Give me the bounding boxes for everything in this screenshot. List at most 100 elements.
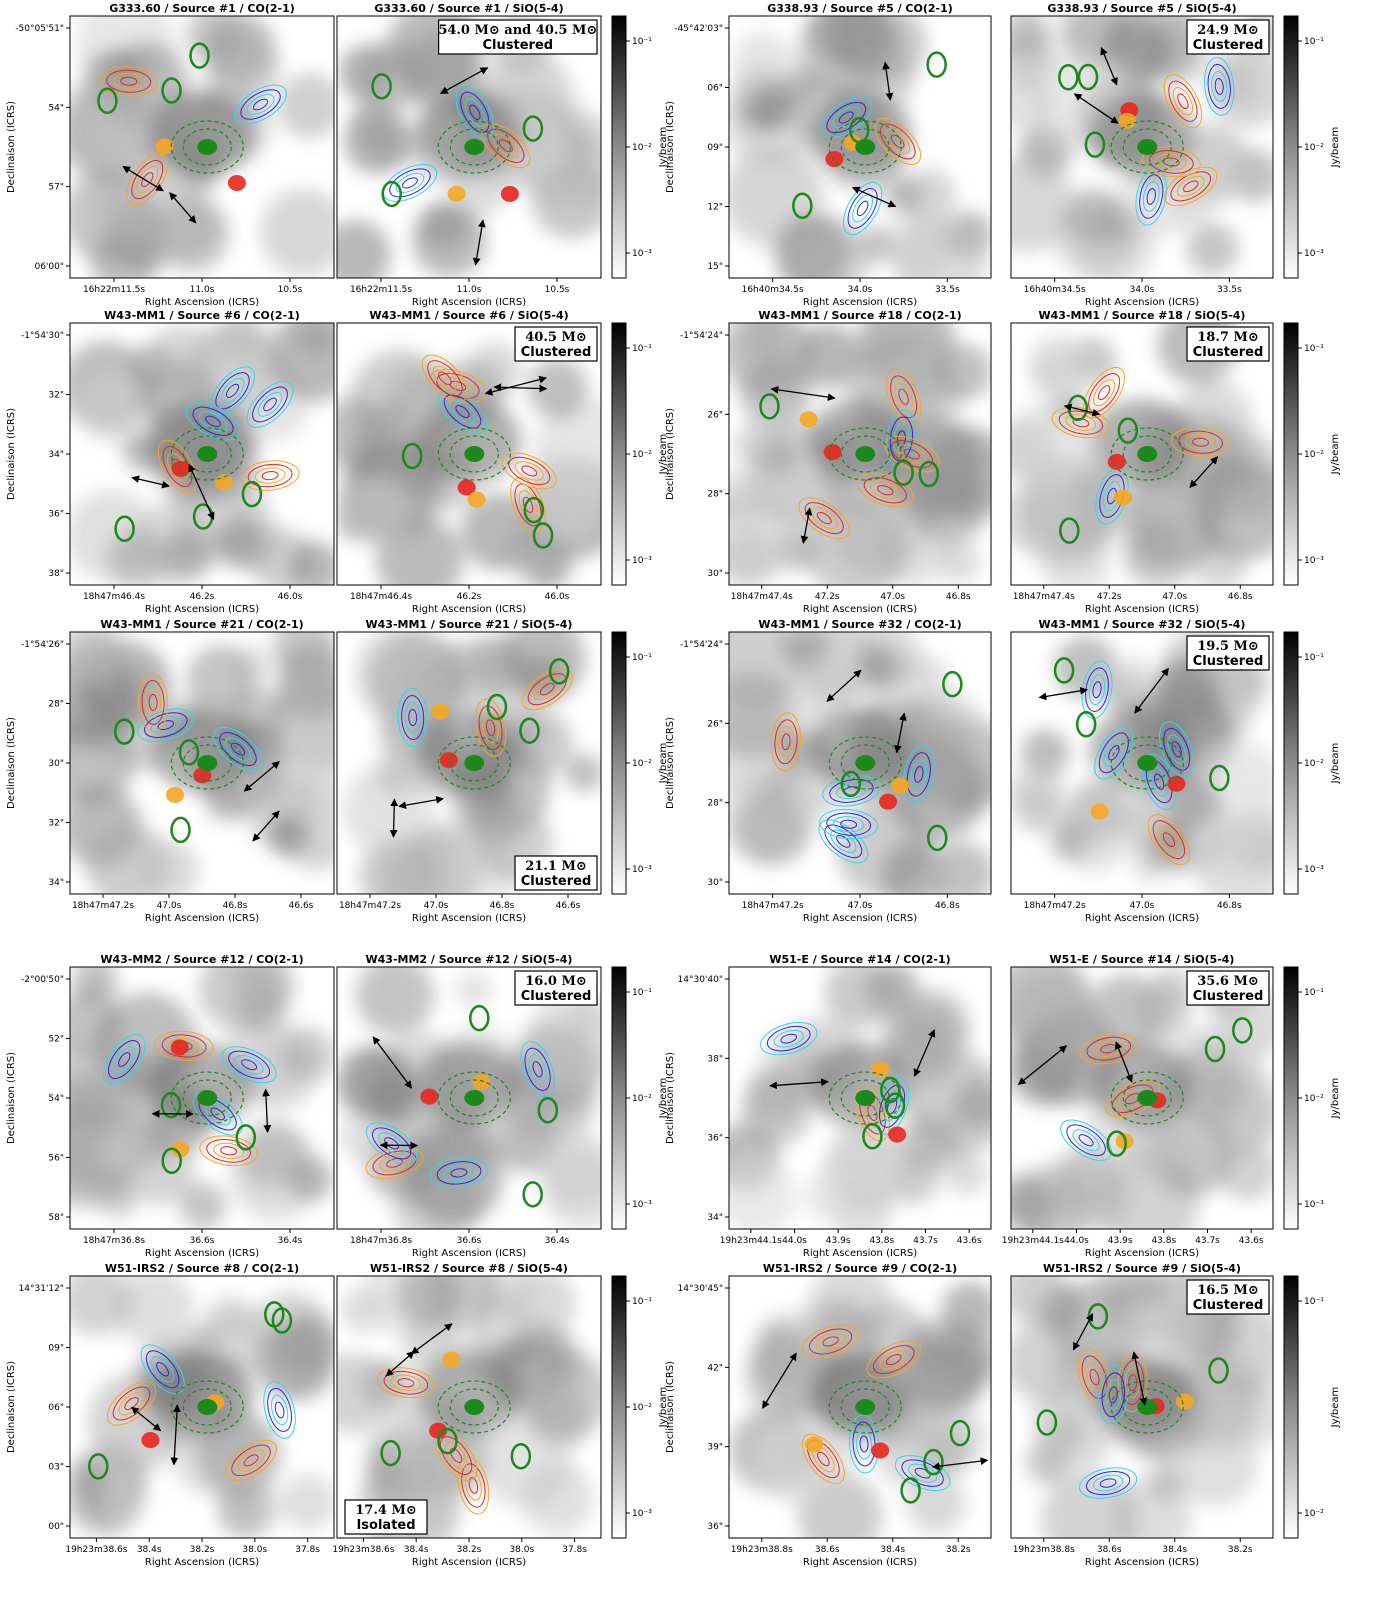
source-core	[855, 446, 876, 462]
redshifted-contour	[432, 365, 458, 391]
panel-content	[342, 632, 601, 894]
redshifted-contour	[816, 511, 832, 525]
outflow-arrow	[372, 1036, 413, 1089]
x-tick-label: 47.2s	[1097, 592, 1122, 602]
mass-value: 17.4 M⊙	[355, 1503, 416, 1518]
y-tick-label: 09"	[48, 1344, 64, 1354]
redshifted-contour	[521, 465, 538, 477]
redshifted-contour	[1155, 153, 1187, 171]
y-tick-label: 09"	[707, 143, 723, 153]
blueshifted-contour	[1101, 1372, 1125, 1418]
dust-blob	[905, 1473, 966, 1534]
green-core-ellipse	[900, 1477, 921, 1504]
panel-title: W51-IRS2 / Source #9 / CO(2-1)	[763, 1262, 957, 1275]
x-tick-label: 36.4s	[278, 1236, 303, 1246]
mass-annotation-box	[514, 326, 598, 362]
blueshifted-contour	[819, 809, 879, 840]
dust-blob	[185, 16, 244, 64]
source-dashed-ellipse	[1110, 120, 1184, 174]
x-axis-label: Right Ascension (ICRS)	[412, 1557, 526, 1568]
core-marker	[227, 174, 246, 191]
dust-blob	[859, 646, 902, 689]
redshifted-contour	[457, 1456, 490, 1515]
dust-blob	[946, 1153, 989, 1195]
dust-blob	[268, 323, 334, 402]
outflow-arrow	[826, 669, 862, 702]
panel-title: W51-E / Source #14 / SiO(5-4)	[1050, 953, 1235, 966]
redshifted-contour	[464, 1470, 482, 1501]
x-tick-label: 19h23m44.1s	[1002, 1236, 1064, 1246]
x-tick-label: 11.0s	[457, 285, 482, 295]
core-marker	[1107, 453, 1126, 470]
x-tick-label: 16h22m11.5s	[350, 285, 412, 295]
redshifted-contour	[261, 471, 279, 481]
dust-blob	[374, 753, 418, 796]
colorbar-label: Jy/beam	[658, 743, 669, 785]
blueshifted-contour	[246, 381, 294, 428]
dust-blob	[525, 993, 601, 1090]
dust-blob	[337, 219, 391, 278]
x-tick-label: 34.0s	[1130, 285, 1155, 295]
chart-panel: W51-IRS2 / Source #8 / CO(2-1) 19h23m38.6…	[6, 1262, 335, 1568]
x-tick-label: 43.7s	[1195, 1236, 1220, 1246]
x-tick-label: 38.6s	[1097, 1545, 1122, 1555]
core-marker	[871, 1442, 890, 1459]
x-axis-label: Right Ascension (ICRS)	[803, 604, 917, 615]
green-core-ellipse	[884, 1092, 906, 1119]
colorbar-tick-label: 10⁻¹	[632, 1297, 652, 1307]
colorbar-label: Jy/beam	[658, 1078, 669, 1120]
environment-label: Clustered	[1193, 38, 1264, 53]
redshifted-contour	[397, 1378, 415, 1388]
redshifted-contour	[243, 1454, 259, 1467]
dust-blob	[893, 216, 988, 278]
environment-label: Clustered	[521, 345, 592, 360]
outflow-arrow	[1073, 93, 1119, 124]
blueshifted-contour	[225, 737, 251, 761]
dust-blob	[1054, 635, 1118, 700]
x-tick-label: 19h23m38.8s	[1013, 1545, 1075, 1555]
redshifted-contour	[449, 1448, 463, 1463]
outflow-arrow	[1017, 1045, 1068, 1086]
colorbar	[611, 15, 627, 279]
mass-value: 40.5 M⊙	[525, 330, 586, 345]
colorbar	[611, 631, 627, 895]
panel-title: W43-MM1 / Source #21 / SiO(5-4)	[366, 618, 573, 631]
source-dashed-ellipse	[182, 435, 232, 473]
dust-blob	[870, 967, 919, 1011]
redshifted-contour	[1152, 820, 1186, 860]
x-tick-label: 18h47m36.8s	[83, 1236, 145, 1246]
x-tick-label: 18h47m47.2s	[72, 901, 134, 911]
y-tick-label: 58"	[48, 1213, 64, 1223]
x-tick-label: 43.6s	[1239, 1236, 1264, 1246]
blueshifted-contour	[443, 1164, 475, 1182]
dust-blob	[107, 528, 168, 585]
blueshifted-contour	[1211, 70, 1228, 102]
x-axis-label: Right Ascension (ICRS)	[145, 913, 259, 924]
redshifted-contour	[154, 1030, 214, 1062]
blueshifted-contour	[906, 752, 931, 797]
redshifted-contour	[240, 460, 300, 491]
redshifted-contour	[161, 1034, 207, 1058]
x-tick-label: 47.0s	[848, 901, 873, 911]
redshifted-contour	[1176, 175, 1205, 197]
source-core	[464, 139, 485, 155]
outflow-arrow	[1134, 667, 1169, 714]
y-axis-label: Declinaison (ICRS)	[665, 1052, 676, 1144]
source-dashed-ellipse	[828, 1380, 902, 1434]
panel-title: W43-MM2 / Source #12 / SiO(5-4)	[366, 953, 573, 966]
colorbar	[1283, 322, 1299, 586]
colorbar-label: Jy/beam	[1330, 127, 1341, 169]
outflow-arrow	[1114, 1041, 1133, 1083]
blueshifted-contour	[150, 716, 181, 735]
redshifted-contour	[866, 1340, 921, 1379]
redshifted-contour	[903, 448, 920, 460]
redshifted-contour	[510, 476, 546, 533]
blueshifted-contour	[829, 778, 874, 803]
outflow-arrow	[1189, 456, 1219, 489]
outflow-arrow	[131, 475, 170, 489]
dust-blob	[266, 814, 309, 857]
dust-blob	[749, 1328, 809, 1387]
dust-blob	[758, 1427, 833, 1502]
colorbar-tick-label: 10⁻³	[632, 556, 652, 566]
blueshifted-contour	[914, 765, 924, 783]
